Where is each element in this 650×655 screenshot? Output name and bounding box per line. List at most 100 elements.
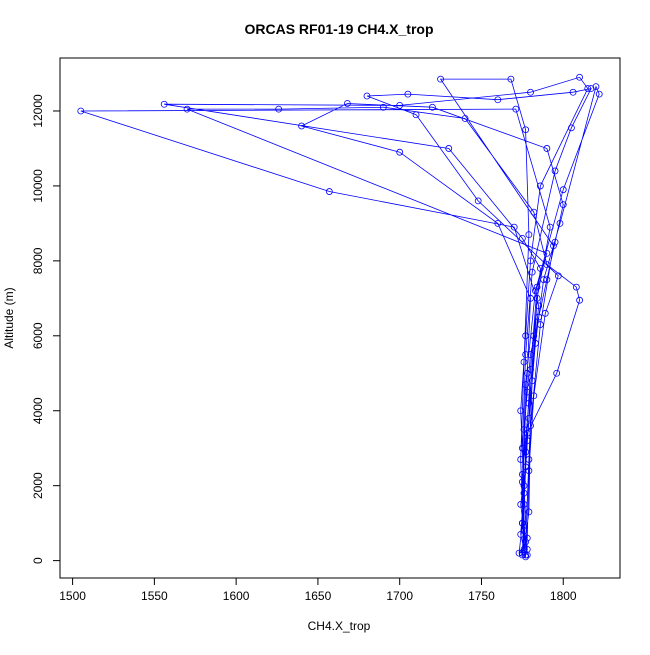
data-point xyxy=(543,249,551,257)
data-point xyxy=(522,381,530,388)
series-line xyxy=(80,76,600,557)
data-point xyxy=(559,186,567,194)
data-point xyxy=(525,399,533,407)
data-point xyxy=(523,437,531,445)
data-point xyxy=(517,456,525,463)
data-point xyxy=(520,547,528,555)
data-point xyxy=(576,296,584,304)
data-point xyxy=(474,197,482,205)
data-point xyxy=(523,429,531,437)
data-point xyxy=(520,489,528,497)
data-point xyxy=(298,122,305,130)
data-point xyxy=(77,107,85,115)
data-point xyxy=(494,219,502,227)
data-point xyxy=(553,369,561,377)
data-point xyxy=(515,549,523,557)
data-point xyxy=(530,392,538,400)
data-point xyxy=(527,351,534,358)
data-point xyxy=(522,332,530,340)
data-point xyxy=(520,527,528,535)
data-point xyxy=(325,188,333,195)
data-point xyxy=(568,124,575,132)
data-point xyxy=(404,90,412,98)
data-point xyxy=(533,294,541,302)
y-tick-label: 10000 xyxy=(31,169,45,203)
data-point xyxy=(527,88,534,96)
data-point xyxy=(445,145,453,152)
y-tick-label: 8000 xyxy=(31,247,45,274)
data-point xyxy=(379,103,387,111)
data-point xyxy=(520,501,528,508)
data-point xyxy=(528,377,536,385)
data-point xyxy=(532,339,539,347)
data-point xyxy=(543,276,551,283)
data-point xyxy=(523,388,531,396)
data-point xyxy=(507,75,515,83)
data-point xyxy=(525,508,533,516)
data-point xyxy=(522,126,530,134)
data-point xyxy=(518,478,526,486)
data-point xyxy=(523,534,531,542)
data-point xyxy=(522,551,530,559)
data-point xyxy=(533,283,541,291)
data-point xyxy=(535,302,543,310)
data-point xyxy=(536,182,544,190)
x-tick-label: 1500 xyxy=(59,589,86,603)
data-point xyxy=(551,167,559,175)
data-point xyxy=(525,456,533,463)
y-tick-label: 0 xyxy=(31,557,45,564)
y-tick-label: 2000 xyxy=(31,472,45,499)
data-point xyxy=(517,501,525,508)
data-point xyxy=(535,313,543,321)
data-point xyxy=(543,261,551,269)
data-point xyxy=(522,538,530,546)
data-point xyxy=(518,234,526,242)
data-point xyxy=(527,422,534,430)
data-point xyxy=(518,549,526,557)
data-point xyxy=(532,287,539,295)
data-point xyxy=(536,264,544,272)
data-point xyxy=(525,467,533,475)
data-point xyxy=(275,105,283,113)
data-point xyxy=(396,148,404,156)
y-tick-label: 4000 xyxy=(31,397,45,424)
x-tick-label: 1750 xyxy=(468,589,495,603)
data-point xyxy=(554,272,562,280)
data-point xyxy=(160,100,168,108)
data-point xyxy=(559,201,567,209)
data-point xyxy=(569,88,577,96)
x-tick-label: 1700 xyxy=(386,589,413,603)
data-point xyxy=(412,111,420,119)
data-point xyxy=(518,471,526,478)
data-point xyxy=(546,223,554,231)
data-point xyxy=(343,100,351,107)
data-point xyxy=(592,83,600,91)
data-point xyxy=(536,321,544,328)
data-point xyxy=(517,407,525,415)
data-point xyxy=(540,276,548,283)
data-point xyxy=(551,238,559,246)
data-point xyxy=(429,103,436,111)
data-point xyxy=(527,294,534,302)
data-point xyxy=(530,208,538,216)
data-point xyxy=(556,219,564,227)
data-point xyxy=(572,283,580,291)
y-axis-label: Altitude (m) xyxy=(2,287,16,348)
data-point xyxy=(522,351,530,358)
data-point xyxy=(576,73,584,81)
y-tick-label: 6000 xyxy=(31,322,45,349)
chart-title: ORCAS RF01-19 CH4.X_trop xyxy=(244,21,433,37)
data-point xyxy=(494,96,502,104)
x-tick-label: 1650 xyxy=(305,589,332,603)
x-tick-label: 1800 xyxy=(550,589,577,603)
data-point xyxy=(520,482,528,490)
data-point xyxy=(527,257,534,265)
data-point xyxy=(461,115,469,122)
x-tick-label: 1600 xyxy=(223,589,250,603)
data-point xyxy=(363,92,371,100)
data-point xyxy=(584,85,592,92)
x-tick-label: 1550 xyxy=(141,589,168,603)
data-point xyxy=(550,242,557,250)
data-point xyxy=(520,358,528,366)
